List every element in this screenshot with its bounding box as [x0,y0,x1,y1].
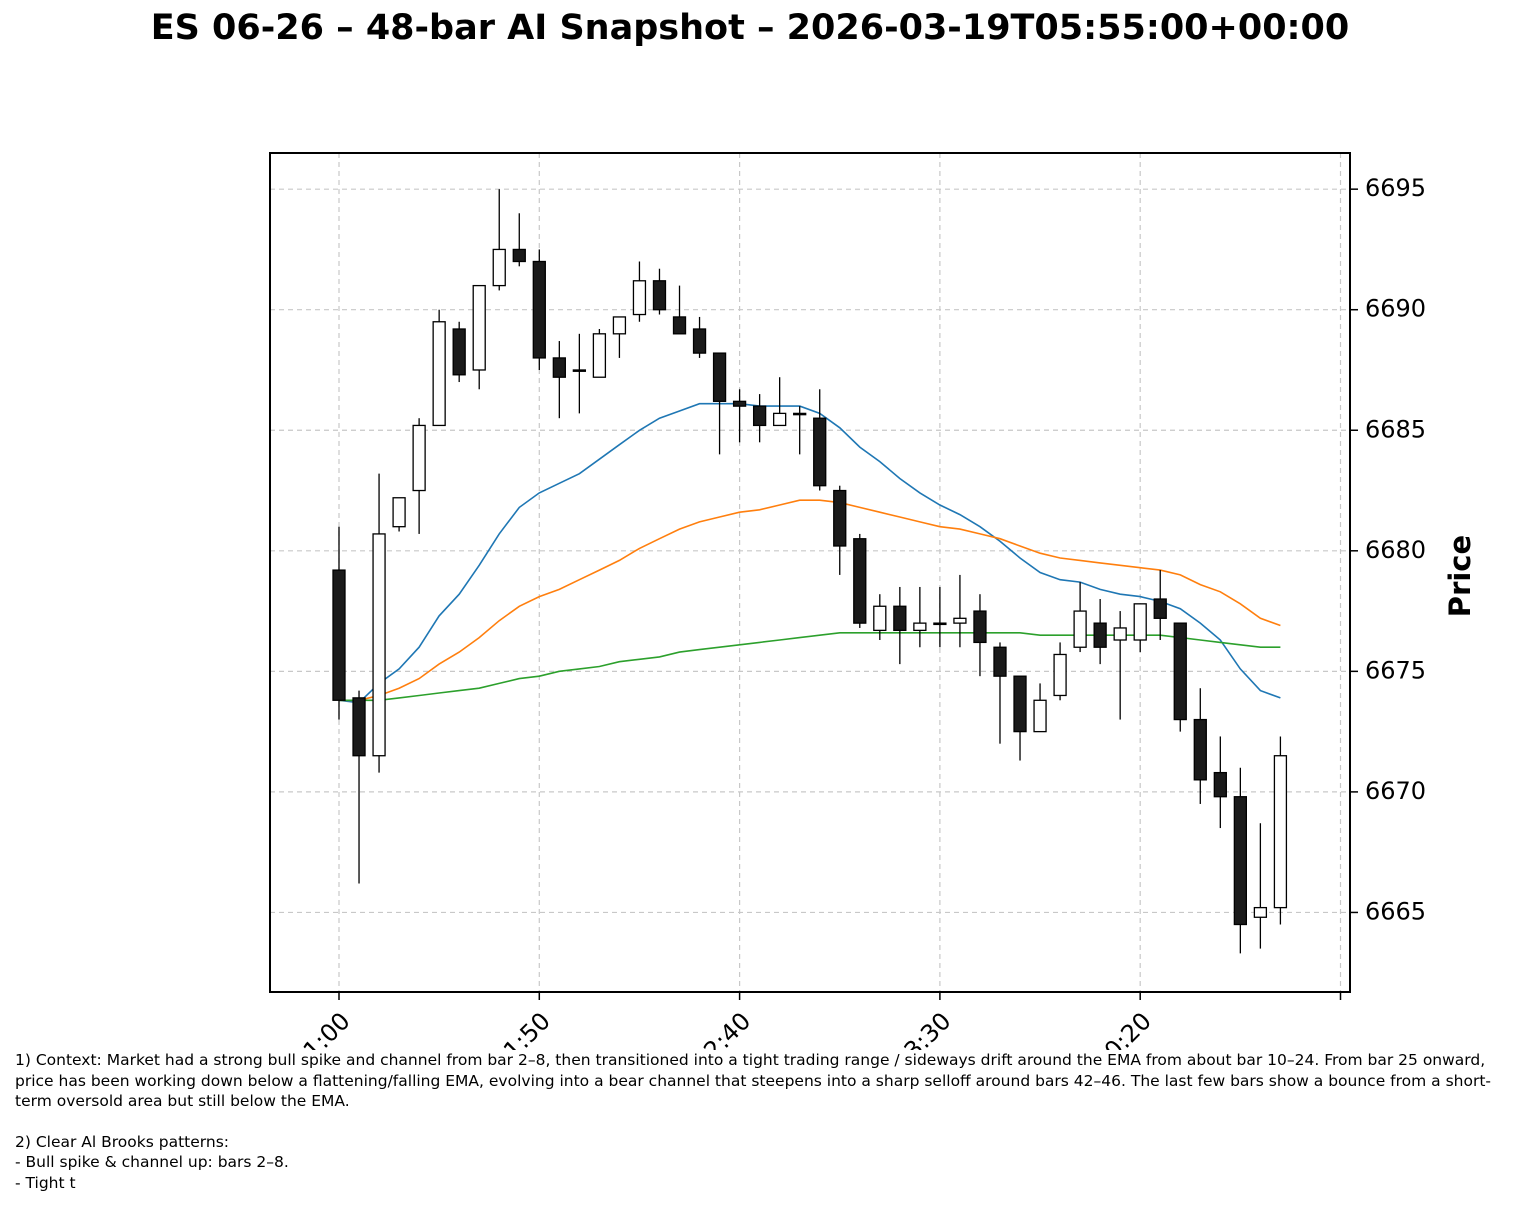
x-tick-label: Mar 18 21:50 [423,1007,556,1050]
ema-layer [338,402,1281,704]
candle-body-down [1013,675,1027,733]
candle-body-down [732,400,747,407]
plot-frame [269,152,1351,993]
candle-body-down [452,328,466,376]
candle-body-up [1073,610,1087,648]
candle-body-up [1253,906,1268,918]
candle-body-down [352,697,366,757]
y-tick-label: 6695 [1365,174,1426,202]
candle-body-down [752,405,767,427]
candle-body-down [532,260,546,359]
candle-body-up [612,316,627,335]
candle-body-up [873,605,887,632]
candle-body-up [432,321,446,427]
y-tick-label: 6690 [1365,295,1426,323]
candle-body-down [1233,796,1247,926]
candle-body-up [572,369,587,372]
candle-body-down [512,248,526,263]
chart-title: ES 06-26 – 48-bar AI Snapshot – 2026-03-… [150,8,1350,48]
y-tick-label: 6680 [1365,536,1426,564]
candle-body-down [1093,622,1107,648]
candle-body-up [632,280,647,316]
candle-body-up [1273,755,1288,909]
candle-body-up [592,333,607,378]
candlestick-chart: 6665 6670 6675 6680 6685 6690 6695 Mar 18 21:00… [223,152,1477,1050]
candle-body-up [372,533,386,757]
ema-line-3 [339,631,1281,702]
candle-body-down [332,569,346,701]
candle-body-down [853,538,867,624]
ema-line-2 [339,499,1281,702]
candle-body-down [813,417,827,487]
x-tick-label: Mar 19 00:20 [1024,1007,1157,1050]
analysis-notes: 1) Context: Market had a strong bull spi… [15,1050,1505,1193]
x-tick-label: Mar 18 23:30 [823,1007,956,1050]
candle-body-down [893,605,907,632]
candle-body-down [652,280,667,311]
candle-body-up [1113,627,1127,641]
candle-body-up [1133,603,1147,641]
candle-body-down [833,489,847,547]
x-tick-label: Mar 18 22:40 [623,1007,756,1050]
candle-body-down [1173,622,1187,721]
y-tick-label: 6670 [1365,777,1426,805]
notes-paragraph-pattern-2: - Tight t [15,1173,76,1192]
notes-paragraph-context: 1) Context: Market had a strong bull spi… [15,1051,1492,1110]
candle-body-up [933,622,947,626]
y-tick-label: 6685 [1365,415,1426,443]
candle-layer [332,189,1288,954]
candle-body-up [412,424,426,492]
candle-body-up [953,617,967,624]
y-tick-label: 6665 [1365,897,1426,925]
candle-body-up [913,622,927,632]
candle-body-up [492,248,506,287]
candle-body-up [1033,699,1047,733]
candle-body-up [472,284,486,371]
candle-body-down [692,328,707,354]
y-tick-label: 6675 [1365,656,1426,684]
ema-line-1 [338,402,1281,704]
candle-body-down [973,610,987,644]
candle-body-down [993,646,1007,677]
candle-body-up [392,497,406,528]
candle-body-down [672,316,687,335]
candle-body-down [1193,718,1207,781]
candle-body-down [552,357,566,378]
notes-paragraph-patterns-heading: 2) Clear Al Brooks patterns: [15,1132,229,1151]
candle-body-up [793,412,807,416]
candle-body-up [1053,653,1067,697]
candle-body-down [712,352,727,402]
grid-layer [270,153,1350,992]
y-axis-label: Price [1443,535,1477,617]
candle-body-down [1213,771,1227,798]
candle-body-down [1153,598,1167,619]
x-tick-label: Mar 18 21:00 [223,1007,356,1050]
notes-paragraph-pattern-1: - Bull spike & channel up: bars 2–8. [15,1153,289,1171]
candle-body-up [773,412,787,427]
